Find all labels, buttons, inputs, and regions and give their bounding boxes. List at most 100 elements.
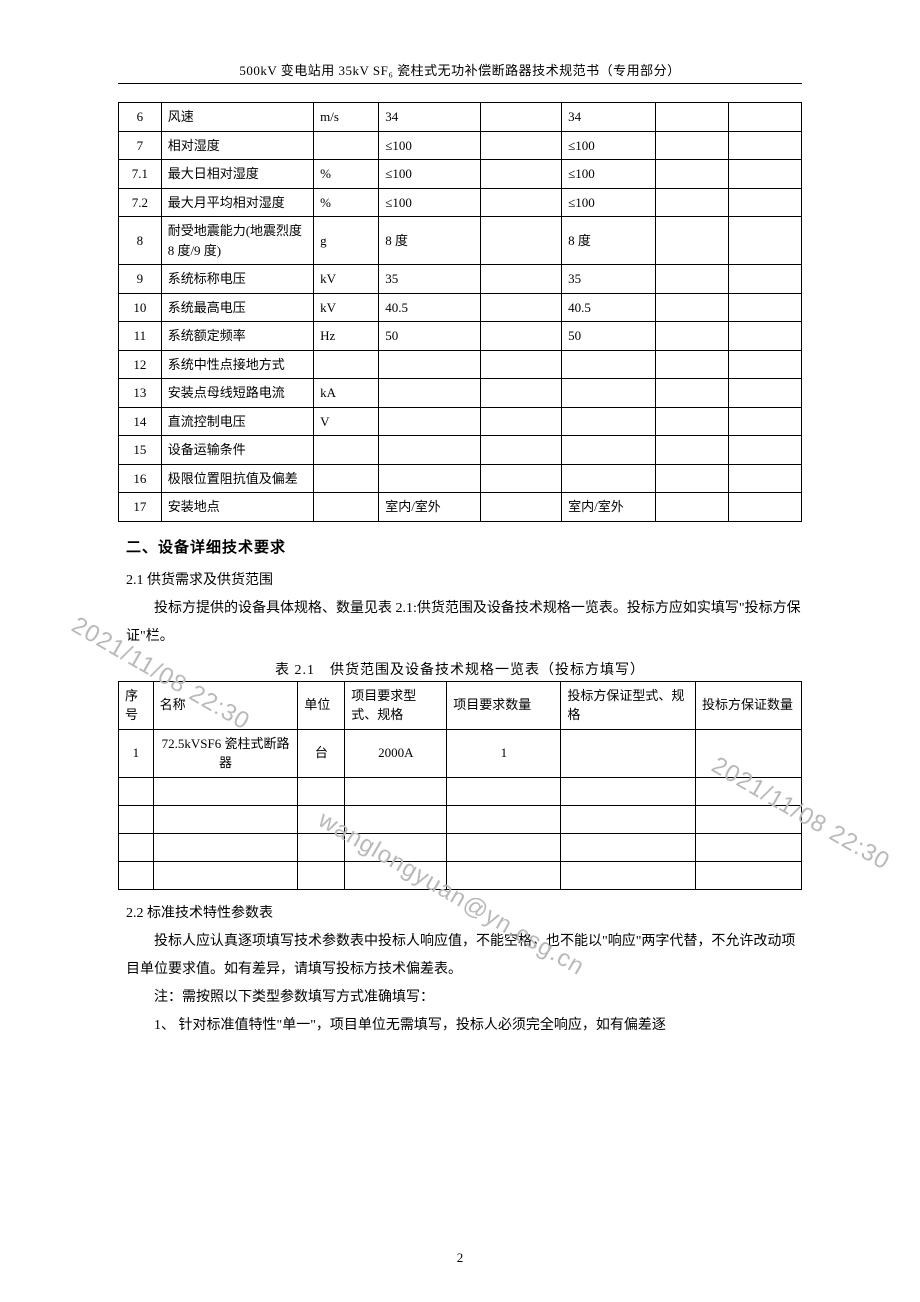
table-cell: 最大日相对湿度: [161, 160, 313, 189]
header-underline: [118, 83, 802, 84]
table-cell: Hz: [314, 322, 379, 351]
table-cell: [695, 729, 801, 777]
table-cell: ≤100: [379, 131, 481, 160]
environment-table: 6风速m/s34347相对湿度≤100≤1007.1最大日相对湿度%≤100≤1…: [118, 102, 802, 522]
table-cell: g: [314, 217, 379, 265]
table-cell: [314, 350, 379, 379]
table-cell: 相对湿度: [161, 131, 313, 160]
table-cell: [728, 493, 801, 522]
table-cell: [447, 861, 561, 889]
table-cell: [561, 729, 696, 777]
table-cell: 12: [119, 350, 162, 379]
table-cell: [695, 833, 801, 861]
table-cell: [655, 464, 728, 493]
table-cell: [695, 777, 801, 805]
table-row: 6风速m/s3434: [119, 103, 802, 132]
table-cell: [379, 350, 481, 379]
table-cell: 8: [119, 217, 162, 265]
table-cell: [314, 131, 379, 160]
table-cell: ≤100: [379, 160, 481, 189]
table-cell: [480, 160, 561, 189]
table-cell: [480, 188, 561, 217]
table-cell: 系统中性点接地方式: [161, 350, 313, 379]
table-cell: 9: [119, 265, 162, 294]
table-cell: [480, 103, 561, 132]
table-cell: [561, 805, 696, 833]
table-cell: [119, 833, 154, 861]
table-cell: [480, 493, 561, 522]
table-cell: 10: [119, 293, 162, 322]
table-cell: [728, 464, 801, 493]
table-cell: 72.5kVSF6 瓷柱式断路器: [153, 729, 298, 777]
table-cell: [728, 217, 801, 265]
table-cell: 1: [119, 729, 154, 777]
table-cell: 室内/室外: [562, 493, 656, 522]
table-cell: [561, 833, 696, 861]
table-cell: [480, 265, 561, 294]
table-cell: 极限位置阻抗值及偏差: [161, 464, 313, 493]
table-cell: 系统额定频率: [161, 322, 313, 351]
table-row: 14直流控制电压V: [119, 407, 802, 436]
table-cell: [314, 436, 379, 465]
table-cell: [728, 103, 801, 132]
table-cell: [655, 350, 728, 379]
table-cell: [480, 436, 561, 465]
table-cell: 16: [119, 464, 162, 493]
table-cell: [655, 322, 728, 351]
table-cell: [298, 805, 345, 833]
table-row: 7相对湿度≤100≤100: [119, 131, 802, 160]
table-cell: [655, 131, 728, 160]
table-cell: 台: [298, 729, 345, 777]
table-cell: [480, 322, 561, 351]
table-cell: 34: [379, 103, 481, 132]
table-cell: 11: [119, 322, 162, 351]
table-cell: [153, 861, 298, 889]
table-cell: [119, 805, 154, 833]
table-cell: [655, 160, 728, 189]
table-cell: [447, 833, 561, 861]
table-cell: [561, 861, 696, 889]
supply-scope-table: 序号 名称 单位 项目要求型式、规格 项目要求数量 投标方保证型式、规格 投标方…: [118, 681, 802, 890]
table-cell: [379, 379, 481, 408]
table-cell: 1: [447, 729, 561, 777]
para-2-1-a: 投标方提供的设备具体规格、数量见表 2.1:供货范围及设备技术规格一览表。投标方…: [126, 595, 802, 651]
table-cell: 35: [562, 265, 656, 294]
table-row: [119, 833, 802, 861]
table-cell: [655, 436, 728, 465]
table-row: 10系统最高电压kV40.540.5: [119, 293, 802, 322]
table-cell: [561, 777, 696, 805]
table-cell: 15: [119, 436, 162, 465]
table-cell: [379, 464, 481, 493]
table-cell: [728, 322, 801, 351]
table-cell: [153, 777, 298, 805]
table-cell: 8 度: [562, 217, 656, 265]
table-row: [119, 861, 802, 889]
table-cell: 7.2: [119, 188, 162, 217]
table-cell: 34: [562, 103, 656, 132]
table-cell: ≤100: [562, 188, 656, 217]
subsection-2-1: 2.1 供货需求及供货范围: [126, 567, 802, 595]
table-cell: [728, 160, 801, 189]
col-header: 序号: [119, 681, 154, 729]
table-cell: [345, 805, 447, 833]
table-cell: [298, 777, 345, 805]
table-cell: [655, 217, 728, 265]
table-cell: 40.5: [379, 293, 481, 322]
table-cell: [695, 861, 801, 889]
table-cell: %: [314, 188, 379, 217]
table-cell: [345, 861, 447, 889]
table-cell: [345, 777, 447, 805]
table-cell: [728, 379, 801, 408]
para-2-2-c: 1、 针对标准值特性"单一"，项目单位无需填写，投标人必须完全响应，如有偏差逐: [126, 1012, 802, 1040]
table-cell: [379, 436, 481, 465]
table-cell: 7.1: [119, 160, 162, 189]
col-header: 投标方保证数量: [695, 681, 801, 729]
table-cell: [480, 464, 561, 493]
table-cell: [655, 407, 728, 436]
table-cell: [562, 436, 656, 465]
table-cell: [655, 493, 728, 522]
table-cell: [655, 379, 728, 408]
table-row: 13安装点母线短路电流kA: [119, 379, 802, 408]
table-cell: [562, 379, 656, 408]
table-row: 172.5kVSF6 瓷柱式断路器台2000A1: [119, 729, 802, 777]
